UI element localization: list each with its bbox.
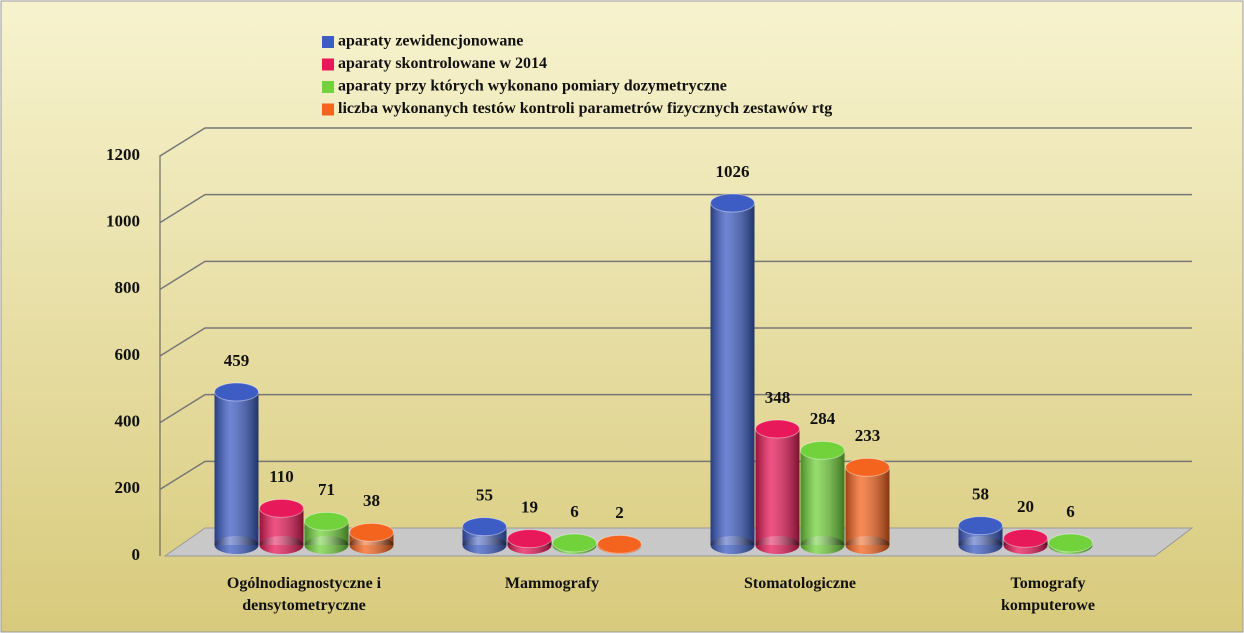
- bar-top: [552, 533, 597, 553]
- bar-top: [214, 382, 259, 402]
- bar: [552, 533, 597, 554]
- value-label: 110: [269, 467, 294, 486]
- bar-top: [349, 522, 394, 542]
- x-tick-label: Ogólnodiagnostyczne i densytometryczne: [226, 575, 382, 614]
- value-label: 20: [1017, 497, 1034, 516]
- bar: [800, 440, 845, 554]
- grid-line: [159, 193, 1192, 224]
- y-tick-label: 1200: [106, 145, 140, 164]
- x-tick-label: Mammografy: [504, 575, 600, 592]
- x-tick-label: Tomografy komputerowe: [1001, 575, 1095, 614]
- bar-top: [958, 516, 1003, 536]
- bar: [755, 419, 800, 554]
- value-label: 1026: [716, 162, 750, 181]
- legend-swatch: [322, 36, 334, 48]
- y-tick-label: 400: [115, 412, 141, 431]
- bar-top: [462, 517, 507, 537]
- floor: [163, 527, 1194, 557]
- value-label: 19: [521, 498, 538, 517]
- bar-body-shade: [755, 429, 800, 545]
- value-label: 233: [855, 426, 881, 445]
- value-label: 2: [615, 503, 624, 522]
- bar-top: [259, 498, 304, 518]
- bar-top: [507, 529, 552, 549]
- y-tick-label: 800: [115, 278, 141, 297]
- grid-line: [159, 393, 1192, 424]
- y-tick-label: 200: [115, 478, 141, 497]
- bar-top: [755, 419, 800, 439]
- x-tick-label: Stomatologiczne: [744, 575, 856, 592]
- bar-body-shade: [800, 450, 845, 545]
- bar: [259, 498, 304, 554]
- value-label: 284: [810, 409, 836, 428]
- value-label: 6: [570, 502, 579, 521]
- grid-line: [159, 260, 1192, 290]
- bar: [304, 511, 349, 554]
- bar: [214, 382, 259, 554]
- y-tick-label: 1000: [106, 212, 140, 231]
- bar-body-shade: [214, 392, 259, 545]
- bar-top: [304, 511, 349, 531]
- grid-line: [159, 327, 1192, 357]
- value-label: 58: [972, 485, 989, 504]
- y-tick-label: 0: [132, 545, 141, 564]
- value-label: 348: [765, 388, 791, 407]
- bar: [1003, 528, 1048, 554]
- bar: [507, 529, 552, 554]
- bar-top: [710, 193, 755, 213]
- value-label: 55: [476, 486, 493, 505]
- grid-line: [159, 127, 1192, 157]
- value-label: 459: [224, 351, 250, 370]
- legend-swatch: [322, 58, 334, 71]
- bar: [845, 457, 890, 554]
- legend-label: liczba wykonanych testów kontroli parame…: [338, 100, 832, 117]
- bar-top: [1003, 528, 1048, 548]
- legend-label: aparaty skontrolowane w 2014: [338, 55, 547, 72]
- value-label: 6: [1066, 502, 1075, 521]
- y-tick-label: 600: [115, 345, 141, 364]
- bar: [710, 193, 755, 554]
- bar-body-shade: [710, 203, 755, 545]
- legend-label: aparaty przy których wykonano pomiary do…: [338, 78, 727, 95]
- bar: [597, 534, 642, 554]
- value-label: 71: [318, 480, 335, 499]
- bar-top: [597, 534, 642, 554]
- bar: [349, 522, 394, 554]
- bar: [462, 517, 507, 554]
- bar: [1048, 533, 1093, 554]
- bar-top: [845, 457, 890, 477]
- legend-swatch: [322, 103, 334, 116]
- bar-top: [1048, 533, 1093, 553]
- bar: [958, 516, 1003, 554]
- value-label: 38: [363, 491, 380, 510]
- legend-label: aparaty zewidencjonowane: [338, 33, 523, 50]
- legend-swatch: [322, 81, 334, 93]
- bar-body-shade: [845, 467, 890, 545]
- bar-top: [800, 440, 845, 460]
